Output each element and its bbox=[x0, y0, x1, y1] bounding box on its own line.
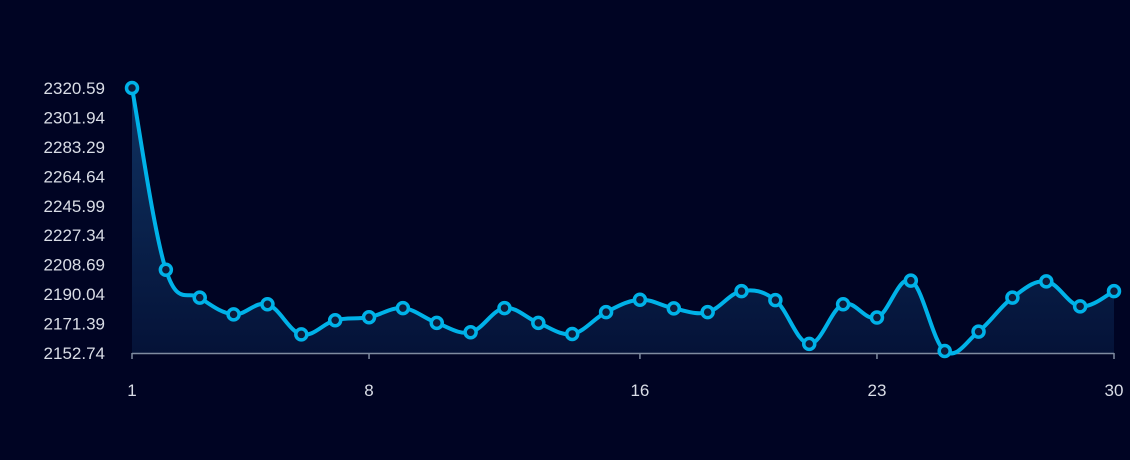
y-axis-tick-labels: 2320.59 2301.94 2283.29 2264.64 2245.99 2227.… bbox=[44, 79, 105, 363]
data-point[interactable] bbox=[937, 343, 952, 359]
y-tick-label: 2301.94 bbox=[44, 108, 105, 127]
y-tick-label: 2190.04 bbox=[44, 285, 105, 304]
y-tick-label: 2264.64 bbox=[44, 167, 105, 186]
data-point[interactable] bbox=[463, 324, 478, 340]
x-tick-label: 23 bbox=[868, 381, 887, 400]
data-point[interactable] bbox=[1072, 299, 1088, 314]
data-point[interactable] bbox=[869, 310, 885, 325]
data-point[interactable] bbox=[835, 297, 851, 312]
data-point[interactable] bbox=[598, 304, 614, 320]
x-tick-label: 1 bbox=[127, 381, 136, 400]
y-tick-label: 2171.39 bbox=[44, 315, 105, 334]
data-point[interactable] bbox=[700, 304, 715, 320]
data-point[interactable] bbox=[666, 301, 682, 316]
data-point[interactable] bbox=[361, 309, 377, 325]
y-tick-label: 2283.29 bbox=[44, 138, 105, 157]
y-tick-label: 2227.34 bbox=[44, 226, 105, 245]
y-tick-label: 2152.74 bbox=[44, 344, 105, 363]
data-point[interactable] bbox=[564, 326, 580, 342]
x-axis-tick-marks bbox=[131, 353, 1115, 359]
data-point[interactable] bbox=[124, 80, 140, 96]
series-area-fill bbox=[132, 88, 1114, 354]
data-point[interactable] bbox=[801, 336, 817, 352]
data-point[interactable] bbox=[971, 324, 986, 339]
x-tick-label: 8 bbox=[364, 381, 373, 400]
data-point[interactable] bbox=[1039, 274, 1054, 289]
data-point[interactable] bbox=[260, 297, 275, 312]
data-point[interactable] bbox=[768, 292, 783, 308]
y-tick-label: 2320.59 bbox=[44, 79, 105, 98]
data-point[interactable] bbox=[632, 292, 648, 307]
data-point[interactable] bbox=[226, 307, 241, 322]
x-tick-label: 30 bbox=[1105, 381, 1124, 400]
data-point[interactable] bbox=[903, 273, 919, 288]
data-point[interactable] bbox=[497, 300, 512, 316]
data-point[interactable] bbox=[192, 290, 207, 305]
data-point[interactable] bbox=[734, 283, 749, 299]
data-point[interactable] bbox=[395, 300, 411, 316]
data-point[interactable] bbox=[327, 312, 343, 328]
data-point[interactable] bbox=[158, 262, 174, 277]
data-point[interactable] bbox=[531, 315, 546, 331]
data-point[interactable] bbox=[1106, 283, 1122, 299]
y-tick-label: 2245.99 bbox=[44, 197, 105, 216]
x-tick-label: 16 bbox=[630, 381, 649, 400]
y-tick-label: 2208.69 bbox=[44, 256, 105, 275]
series-points bbox=[124, 80, 1122, 359]
data-point[interactable] bbox=[1005, 290, 1020, 305]
data-point[interactable] bbox=[429, 315, 445, 331]
x-axis-tick-labels: 1 8 16 23 30 bbox=[127, 381, 1123, 400]
data-point[interactable] bbox=[294, 327, 309, 342]
